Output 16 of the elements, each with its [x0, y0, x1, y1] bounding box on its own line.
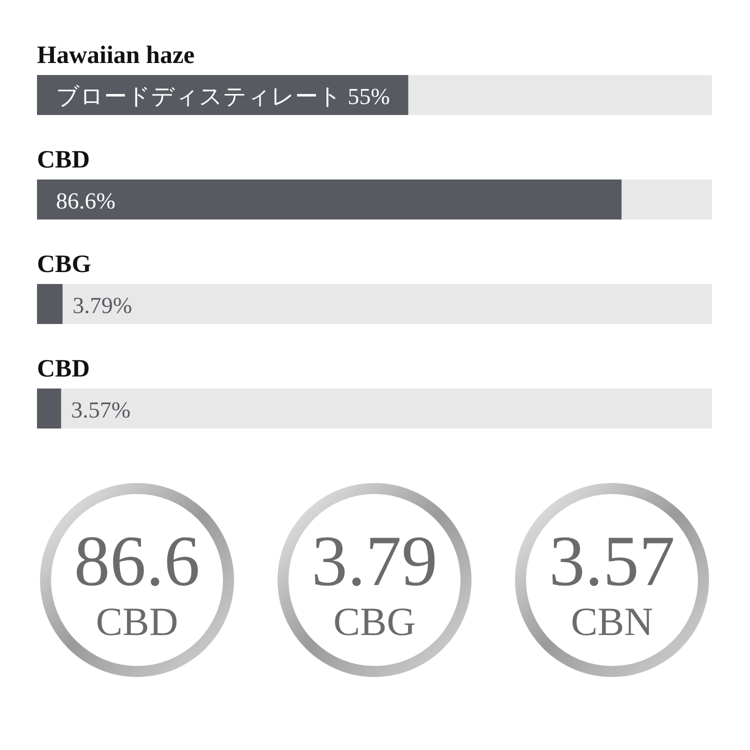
- data-label: 3.57%: [71, 398, 131, 422]
- bar: [37, 388, 62, 428]
- data-label: ブロードディスティレート 55%: [56, 84, 390, 109]
- category-label: CBD: [37, 356, 90, 382]
- category-label: CBN: [570, 599, 654, 644]
- bar: [37, 284, 63, 324]
- category-label: CBD: [37, 146, 90, 174]
- data-label: 86.6%: [56, 188, 116, 214]
- category-label: CBD: [96, 599, 178, 644]
- data-label: 86.6: [74, 521, 200, 601]
- category-label: CBG: [37, 251, 92, 278]
- category-label: Hawaiian haze: [37, 42, 195, 69]
- data-label: 3.79: [312, 521, 438, 601]
- data-label: 3.79%: [72, 293, 132, 318]
- data-label: 3.57: [549, 521, 675, 601]
- category-label: CBG: [333, 599, 416, 644]
